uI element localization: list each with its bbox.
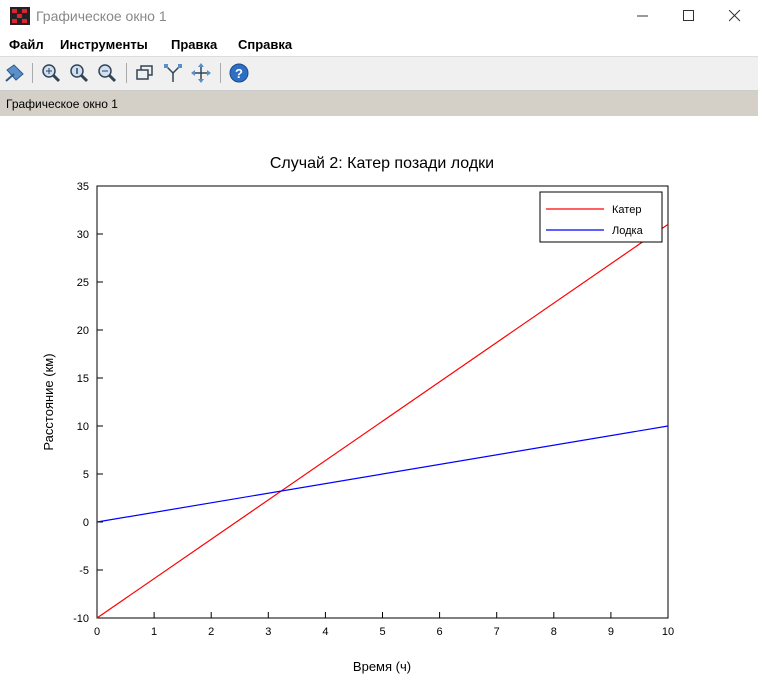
x-tick-label: 2	[208, 626, 214, 638]
pan-button[interactable]	[190, 62, 212, 84]
y-tick-label: -10	[73, 613, 89, 625]
y-tick-label: 15	[77, 373, 89, 385]
x-tick-label: 9	[608, 626, 614, 638]
zoom-out-button[interactable]	[96, 62, 118, 84]
series-line-2	[96, 425, 669, 523]
y-tick-label: 35	[77, 181, 89, 193]
panel-title: Графическое окно 1	[6, 97, 118, 111]
line-chart[interactable]: Случай 2: Катер позади лодки 0 1 2 3 4 5 6 7 8 9 1…	[0, 116, 758, 692]
minimize-button[interactable]	[620, 0, 666, 32]
menu-bar: Файл Инструменты Правка Справка	[0, 34, 758, 57]
rotate-icon	[136, 65, 153, 80]
minimize-icon	[637, 15, 648, 17]
menu-edit[interactable]: Правка	[171, 37, 218, 52]
y-tick-label: 5	[83, 469, 89, 481]
chart-title: Случай 2: Катер позади лодки	[270, 155, 494, 172]
zoom-out-icon	[98, 64, 117, 83]
datatip-icon	[5, 64, 24, 82]
window-title: Графическое окно 1	[36, 8, 167, 24]
y-axis-label: Расстояние (км)	[41, 353, 56, 450]
x-axis: 0 1 2 3 4 5 6 7 8 9 10	[94, 612, 674, 638]
axes-box	[96, 185, 669, 619]
axes-icon	[164, 64, 182, 82]
toolbar: ?	[0, 57, 758, 91]
x-tick-label: 1	[151, 626, 157, 638]
zoom-original-icon	[70, 64, 89, 83]
toolbar-separator	[220, 63, 221, 83]
menu-help[interactable]: Справка	[238, 37, 293, 52]
scilab-app-icon	[10, 7, 30, 25]
x-axis-label: Время (ч)	[353, 659, 411, 674]
y-tick-label: -5	[79, 565, 89, 577]
y-axis: -10 -5 0 5 10 15 20 25 30 35	[73, 181, 103, 625]
zoom-original-button[interactable]	[68, 62, 90, 84]
pan-icon	[191, 63, 211, 83]
x-tick-label: 3	[265, 626, 271, 638]
plot-area: Случай 2: Катер позади лодки 0 1 2 3 4 5 6 7 8 9 1…	[0, 116, 758, 692]
x-tick-label: 5	[379, 626, 385, 638]
legend: Катер Лодка	[539, 191, 663, 243]
close-icon	[729, 10, 741, 22]
axes-button[interactable]	[162, 62, 184, 84]
svg-text:?: ?	[235, 66, 243, 81]
maximize-button[interactable]	[666, 0, 712, 32]
toolbar-separator	[32, 63, 33, 83]
maximize-icon	[683, 10, 694, 21]
series-group	[96, 223, 669, 619]
title-bar: Графическое окно 1	[0, 0, 758, 34]
y-tick-label: 20	[77, 325, 89, 337]
y-tick-label: 30	[77, 229, 89, 241]
x-tick-label: 4	[322, 626, 328, 638]
zoom-in-icon	[42, 64, 61, 83]
y-tick-label: 10	[77, 421, 89, 433]
x-tick-label: 0	[94, 626, 100, 638]
menu-tools[interactable]: Инструменты	[60, 37, 148, 52]
x-tick-label: 6	[437, 626, 443, 638]
x-tick-label: 10	[662, 626, 674, 638]
menu-file[interactable]: Файл	[9, 37, 44, 52]
x-tick-label: 8	[551, 626, 557, 638]
legend-label-2: Лодка	[612, 225, 644, 237]
zoom-in-button[interactable]	[40, 62, 62, 84]
help-icon: ?	[229, 63, 249, 83]
help-button[interactable]: ?	[228, 62, 250, 84]
close-button[interactable]	[712, 0, 758, 32]
legend-label-1: Катер	[612, 204, 641, 216]
rotate-button[interactable]	[134, 62, 156, 84]
toolbar-separator	[126, 63, 127, 83]
series-line-1	[96, 223, 669, 619]
figure-panel-header: Графическое окно 1	[0, 91, 758, 116]
y-tick-label: 25	[77, 277, 89, 289]
x-tick-label: 7	[494, 626, 500, 638]
legend-box	[539, 191, 663, 243]
y-tick-label: 0	[83, 517, 89, 529]
datatip-button[interactable]	[4, 62, 26, 84]
